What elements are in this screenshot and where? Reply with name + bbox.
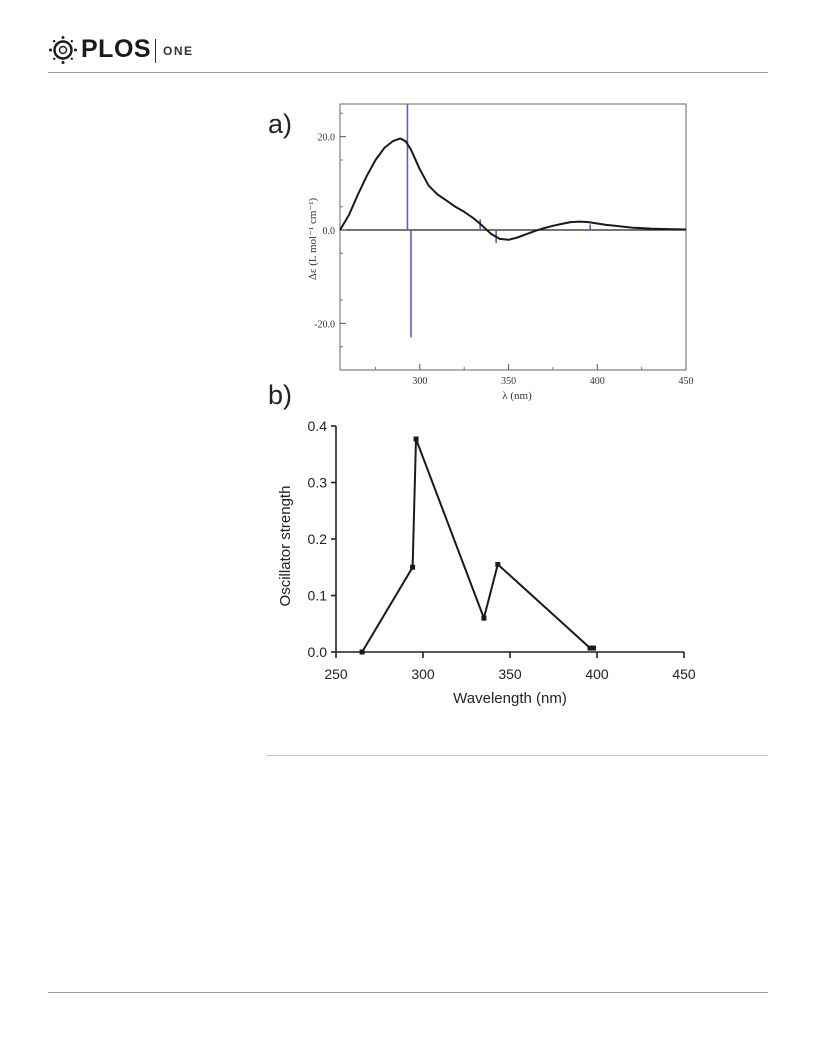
chart-b-x-tick-label: 300: [411, 666, 435, 682]
logo-text: PLOS: [81, 35, 152, 63]
chart-b-x-ticks: 250 300 350 400 450: [324, 652, 696, 682]
chart-b-x-tick-label: 350: [498, 666, 522, 682]
chart-b-y-tick-label: 0.3: [308, 475, 328, 491]
chart-a-x-tick-label: 400: [590, 376, 605, 387]
chart-a-curve-group: [339, 137, 687, 241]
chart-a-x-label: λ (nm): [502, 390, 532, 402]
chart-a-y-tick-label: 20.0: [318, 133, 336, 144]
chart-b-point: [495, 561, 501, 567]
panel-b-label: b): [268, 380, 293, 410]
journal-header: PLOS ONE: [48, 32, 768, 72]
chart-b-x-label: Wavelength (nm): [453, 690, 567, 707]
chart-b-point: [359, 649, 365, 655]
chart-b-axes: [335, 426, 684, 653]
chart-a-x-ticks: 300 350 400 450: [374, 364, 694, 387]
chart-b-y-tick-label: 0.4: [308, 418, 328, 434]
chart-b-point: [591, 645, 597, 651]
chart-b-x-tick-label: 400: [585, 666, 609, 682]
chart-b-point: [481, 615, 487, 621]
chart-b-y-ticks: 0.0 0.1 0.2 0.3 0.4: [308, 418, 336, 660]
figure-bottom-rule: [266, 755, 768, 756]
chart-b-line: [361, 438, 594, 653]
chart-a-plot-border: [339, 103, 687, 371]
chart-b-y-label: Oscillator strength: [277, 486, 294, 607]
chart-a-y-tick-label: 0.0: [323, 226, 336, 237]
chart-a-y-label: Δε (L mol⁻¹ cm⁻¹): [307, 197, 319, 280]
chart-b-series-group: [359, 436, 597, 655]
plos-logo-icon: [49, 36, 77, 64]
logo-subtitle: ONE: [163, 44, 194, 58]
chart-a-x-tick-label: 450: [679, 376, 694, 387]
header-rule: [48, 72, 768, 73]
chart-b-point: [413, 436, 419, 442]
chart-b-point: [587, 645, 593, 651]
chart-b-point: [410, 564, 416, 570]
chart-a-sticks: [406, 104, 591, 338]
logo-separator: [155, 39, 156, 63]
footer-rule: [48, 992, 768, 993]
chart-b-x-tick-label: 450: [672, 666, 696, 682]
chart-b-x-tick-label: 250: [324, 666, 348, 682]
chart-a-y-tick-label: -20.0: [314, 319, 335, 330]
chart-b-y-tick-label: 0.1: [308, 588, 328, 604]
chart-a-y-ticks: 20.0 0.0 -20.0: [314, 112, 346, 348]
chart-b-y-tick-label: 0.0: [308, 644, 328, 660]
chart-a-x-tick-label: 350: [501, 376, 516, 387]
chart-a-frame: [339, 103, 687, 371]
chart-a-curve: [339, 137, 687, 241]
panel-a-label: a): [268, 109, 293, 139]
chart-b-y-tick-label: 0.2: [308, 531, 328, 547]
chart-a-x-tick-label: 300: [412, 376, 427, 387]
